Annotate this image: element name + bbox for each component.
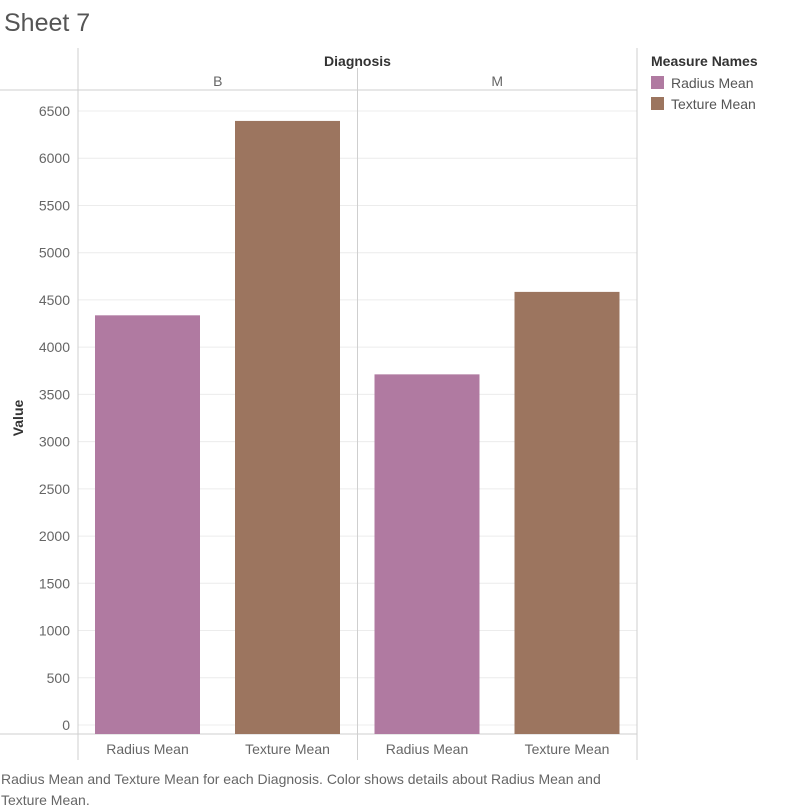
bar-m-radius-mean	[374, 374, 480, 734]
y-tick-label: 4500	[39, 292, 70, 308]
y-tick-label: 3500	[39, 386, 70, 402]
x-tick-label: Radius Mean	[386, 741, 469, 757]
legend-label: Texture Mean	[671, 95, 756, 112]
legend-title: Measure Names	[651, 53, 758, 69]
y-tick-label: 3000	[39, 434, 70, 450]
y-axis-title: Value	[10, 400, 26, 437]
y-tick-label: 6000	[39, 150, 70, 166]
y-tick-label: 500	[47, 670, 71, 686]
column-header-title: Diagnosis	[324, 53, 391, 69]
y-tick-label: 4000	[39, 339, 70, 355]
legend-swatch	[651, 97, 664, 110]
panel-label: B	[213, 73, 222, 89]
legend-item-radius-mean[interactable]: Radius Mean	[651, 72, 786, 93]
x-tick-label: Radius Mean	[106, 741, 189, 757]
y-tick-label: 5500	[39, 197, 70, 213]
legend-label: Radius Mean	[671, 74, 754, 91]
bar-b-radius-mean	[95, 315, 200, 734]
bars	[95, 120, 620, 735]
y-tick-label: 0	[62, 717, 70, 733]
chart-caption: Radius Mean and Texture Mean for each Di…	[1, 771, 601, 808]
y-tick-label: 5000	[39, 245, 70, 261]
panel-label: M	[491, 73, 503, 89]
y-tick-label: 1000	[39, 623, 70, 639]
x-tick-label: Texture Mean	[525, 741, 610, 757]
y-tick-label: 1500	[39, 575, 70, 591]
y-tick-label: 2000	[39, 528, 70, 544]
bar-b-texture-mean	[235, 120, 340, 735]
bar-chart: 0 500 1000 1500 2000 2500 3000 3500 4000 4500 5000…	[0, 48, 638, 760]
sheet-title: Sheet 7	[4, 9, 91, 37]
legend: Measure Names Radius Mean Texture Mean	[651, 53, 786, 114]
x-tick-label: Texture Mean	[245, 741, 330, 757]
y-tick-label: 2500	[39, 481, 70, 497]
axis-labels: 0 500 1000 1500 2000 2500 3000 3500 4000 4500 5000…	[10, 53, 609, 757]
legend-item-texture-mean[interactable]: Texture Mean	[651, 93, 786, 114]
bar-m-texture-mean	[514, 291, 620, 734]
legend-swatch	[651, 76, 664, 89]
y-tick-label: 6500	[39, 103, 70, 119]
